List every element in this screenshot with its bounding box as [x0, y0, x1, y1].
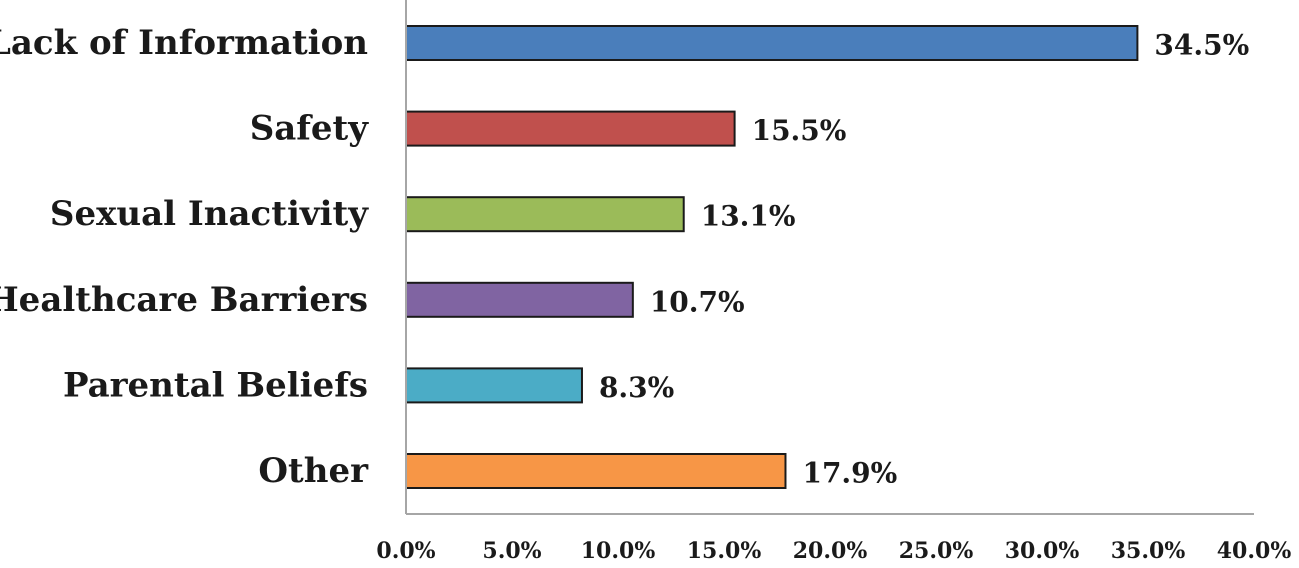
category-label-1: Safety — [250, 109, 370, 149]
value-label-4: 8.3% — [599, 371, 674, 404]
bar-1 — [405, 110, 736, 147]
bar-4 — [405, 367, 583, 404]
axis-layer: 0.0% 5.0% 10.0% 15.0% 20.0% 25.0% 30.0% 35.0% 40… — [376, 0, 1291, 564]
bar-2 — [405, 196, 685, 233]
x-tick-label-7: 35.0% — [1111, 538, 1186, 564]
x-tick-label-0: 0.0% — [376, 538, 435, 564]
x-tick-label-5: 25.0% — [899, 538, 974, 564]
value-label-2: 13.1% — [701, 200, 796, 233]
category-label-0: Lack of Information — [0, 23, 368, 63]
category-label-5: Other — [258, 451, 369, 491]
category-label-4: Parental Beliefs — [63, 365, 368, 405]
value-label-3: 10.7% — [650, 285, 745, 318]
x-tick-label-2: 10.0% — [581, 538, 656, 564]
value-label-0: 34.5% — [1154, 29, 1249, 62]
x-tick-label-3: 15.0% — [687, 538, 762, 564]
value-label-5: 17.9% — [802, 457, 897, 490]
x-tick-label-4: 20.0% — [793, 538, 868, 564]
category-label-2: Sexual Inactivity — [50, 194, 369, 234]
bars-layer: Lack of Information 34.5% Safety 15.5% Sexua… — [0, 23, 1249, 491]
value-label-1: 15.5% — [752, 114, 847, 147]
x-tick-label-6: 30.0% — [1005, 538, 1080, 564]
x-tick-label-8: 40.0% — [1217, 538, 1292, 564]
bar-3 — [405, 281, 634, 318]
category-label-3: Healthcare Barriers — [0, 280, 368, 320]
bar-0 — [405, 25, 1139, 61]
bar-5 — [405, 453, 787, 489]
x-tick-label-1: 5.0% — [482, 538, 541, 564]
